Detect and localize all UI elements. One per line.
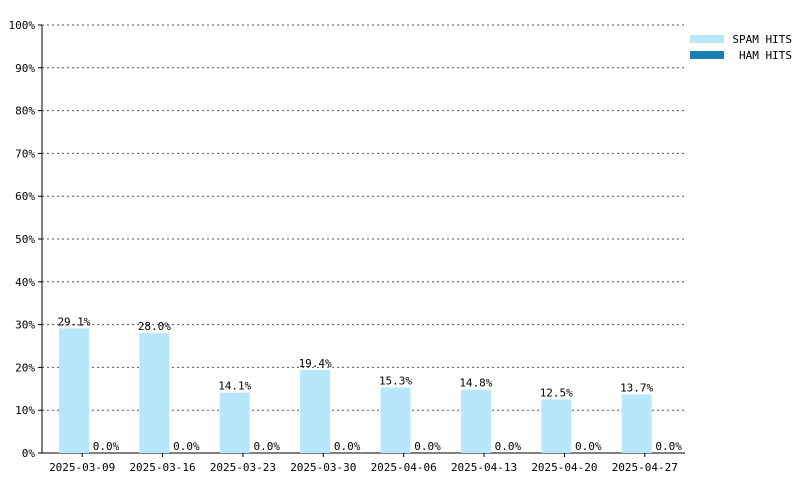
data-label-ham: 0.0%: [334, 440, 361, 453]
bar-spam: [621, 394, 652, 453]
data-label-ham: 0.0%: [93, 440, 120, 453]
bar-spam: [219, 392, 250, 453]
legend-label-spam: SPAM HITS: [732, 32, 792, 46]
y-tick-label: 100%: [9, 19, 36, 32]
y-tick-label: 10%: [15, 404, 35, 417]
bar-spam: [380, 387, 411, 453]
x-tick-label: 2025-04-13: [451, 461, 517, 474]
bar-spam: [59, 328, 89, 453]
y-tick-label: 50%: [15, 233, 35, 246]
data-label-ham: 0.0%: [414, 440, 441, 453]
y-tick-label: 90%: [15, 62, 35, 75]
y-tick-label: 0%: [22, 447, 36, 460]
bar-spam: [460, 389, 491, 453]
bar-spam: [139, 333, 170, 453]
x-tick-label: 2025-03-23: [210, 461, 276, 474]
data-label-spam: 14.8%: [459, 377, 492, 390]
data-label-spam: 13.7%: [620, 381, 653, 394]
bar-spam: [541, 399, 572, 453]
x-tick-label: 2025-03-16: [129, 461, 195, 474]
x-tick-label: 2025-04-06: [371, 461, 437, 474]
data-label-spam: 12.5%: [540, 387, 573, 400]
data-label-ham: 0.0%: [575, 440, 602, 453]
legend-item-ham: HAM HITS: [690, 47, 798, 63]
data-label-ham: 0.0%: [254, 440, 281, 453]
data-label-ham: 0.0%: [173, 440, 200, 453]
data-label-ham: 0.0%: [655, 440, 682, 453]
data-label-spam: 29.1%: [57, 315, 90, 328]
y-tick-label: 70%: [15, 147, 35, 160]
y-tick-label: 80%: [15, 105, 35, 118]
data-label-spam: 14.1%: [218, 380, 251, 393]
data-label-spam: 15.3%: [379, 375, 412, 388]
x-tick-label: 2025-03-30: [290, 461, 356, 474]
data-label-spam: 19.4%: [299, 357, 332, 370]
legend: SPAM HITS HAM HITS: [690, 31, 798, 63]
x-tick-label: 2025-03-09: [49, 461, 115, 474]
legend-item-spam: SPAM HITS: [690, 31, 798, 47]
legend-label-ham: HAM HITS: [739, 48, 792, 62]
y-tick-label: 40%: [15, 276, 35, 289]
data-label-spam: 28.0%: [138, 320, 171, 333]
y-tick-label: 30%: [15, 319, 35, 332]
data-label-ham: 0.0%: [495, 440, 522, 453]
y-tick-label: 20%: [15, 361, 35, 374]
legend-swatch-spam: [690, 35, 724, 43]
legend-swatch-ham: [690, 51, 724, 59]
x-tick-label: 2025-04-27: [612, 461, 678, 474]
y-tick-label: 60%: [15, 190, 35, 203]
x-tick-label: 2025-04-20: [531, 461, 597, 474]
bar-spam: [300, 369, 331, 453]
